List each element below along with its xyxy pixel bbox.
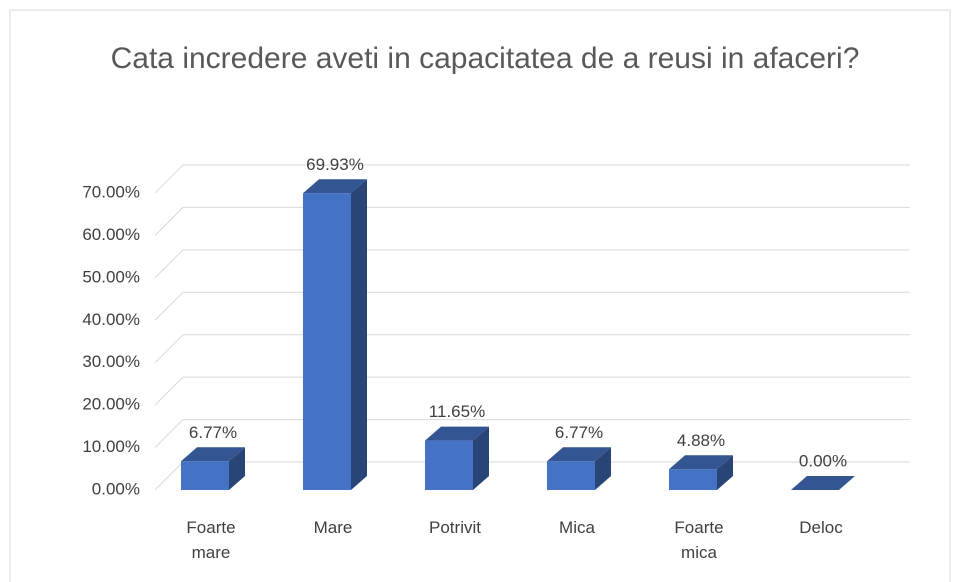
bar-side	[595, 447, 611, 490]
x-tick-label: Deloc	[799, 518, 843, 537]
grid-line	[154, 334, 910, 364]
bar-side	[229, 447, 245, 490]
grid-line	[154, 206, 910, 236]
chart-title: Cata incredere aveti in capacitatea de a…	[110, 42, 860, 75]
bar-top	[547, 447, 611, 462]
bar-front	[425, 440, 473, 490]
bar	[547, 447, 611, 490]
chart-border	[9, 9, 951, 582]
y-tick-label: 60.00%	[82, 225, 140, 244]
bar-side	[351, 179, 367, 490]
y-tick-label: 30.00%	[82, 352, 140, 371]
x-tick-label: Mica	[559, 518, 595, 537]
x-tick-label: Potrivit	[429, 518, 481, 537]
value-label: 0.00%	[799, 451, 847, 470]
bar-front	[669, 469, 717, 490]
bar	[669, 455, 733, 490]
grid-line	[154, 419, 910, 448]
bar-front	[181, 461, 229, 490]
bar-front	[303, 193, 351, 490]
y-tick-label: 50.00%	[82, 267, 140, 286]
y-tick-label: 70.00%	[82, 182, 140, 201]
x-tick-label: Foarte mica	[674, 518, 724, 562]
bar-top	[303, 179, 367, 194]
x-tick-label: Foarte mare	[186, 518, 236, 562]
bar	[425, 426, 489, 490]
value-label: 4.88%	[677, 431, 725, 450]
bar	[181, 447, 245, 490]
bar-front	[547, 461, 595, 490]
grid-line	[154, 164, 910, 194]
bar-top	[425, 426, 489, 441]
value-label: 6.77%	[189, 423, 237, 442]
grid-line	[154, 249, 910, 279]
bar-top	[181, 447, 245, 462]
bar-side	[717, 455, 733, 490]
grid-line	[154, 291, 910, 321]
bar-side	[473, 426, 489, 490]
value-label: 11.65%	[429, 402, 485, 421]
bar-top	[791, 476, 855, 490]
bar-top	[669, 455, 733, 470]
bar	[303, 179, 367, 490]
y-tick-label: 20.00%	[82, 395, 140, 414]
bar	[791, 476, 855, 490]
y-tick-label: 0.00%	[92, 479, 140, 498]
y-tick-label: 10.00%	[82, 437, 140, 456]
value-label: 69.93%	[306, 155, 364, 174]
grid-line	[154, 376, 910, 406]
y-tick-label: 40.00%	[82, 310, 140, 329]
x-tick-label: Mare	[313, 518, 353, 537]
value-label: 6.77%	[555, 423, 603, 442]
